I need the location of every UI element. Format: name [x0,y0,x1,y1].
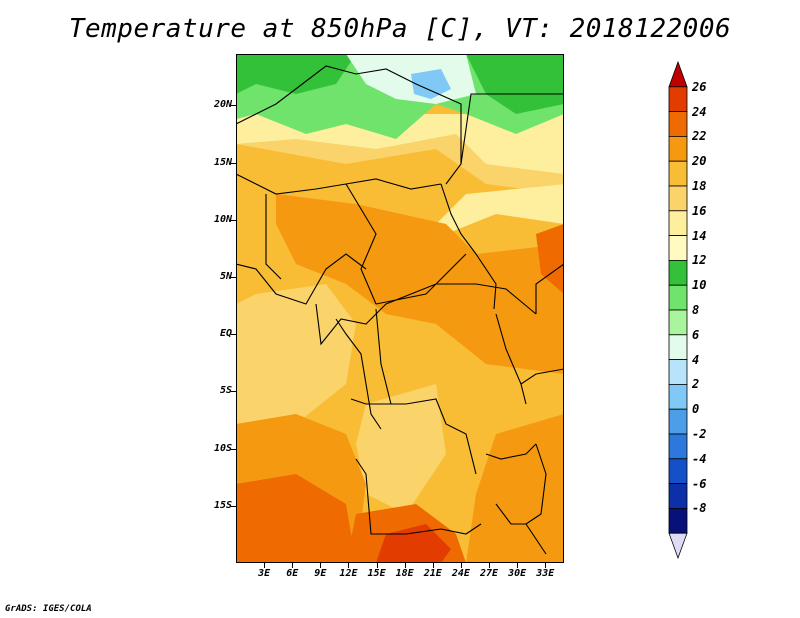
lat-tick [231,505,236,507]
lat-label: 15N [213,156,232,168]
lat-label: 10S [213,442,232,454]
lat-tick [231,219,236,221]
legend-level-label: 4 [692,352,700,367]
legend-swatch [668,135,688,162]
lon-tick [517,563,519,568]
country-borders [236,65,564,555]
legend-swatch [668,507,688,534]
lat-tick [231,448,236,450]
lon-label: 18E [395,568,414,579]
lon-label: 24E [451,568,470,579]
legend-level-label: 6 [692,327,700,342]
lon-label: 30E [508,568,527,579]
legend-swatch [668,483,688,509]
lat-tick [231,162,236,164]
map-title: Temperature at 850hPa [C], VT: 201812200… [68,14,732,44]
legend-level-label: 10 [692,278,707,293]
field-band-16-18-south [356,384,446,514]
legend-level-label: 20 [692,154,707,169]
lon-tick [264,563,266,568]
legend-swatch [668,111,688,137]
legend-level-label: -4 [692,451,707,466]
legend-level-label: 8 [692,303,700,317]
field-band-12-14-northeast [466,54,564,114]
legend-swatch [668,259,688,286]
legend-level-label: -6 [692,476,707,491]
lat-tick [231,277,236,279]
legend-swatch [668,160,688,187]
temperature-map [236,54,564,563]
lon-tick [489,563,491,568]
legend-level-label: -8 [692,501,707,516]
lon-tick [432,563,434,568]
field-band-12-14-northwest [236,54,356,94]
lat-tick [231,105,236,107]
lon-label: 27E [479,568,499,579]
map-frame [236,54,564,563]
lon-label: 15E [367,568,386,579]
legend-swatch [668,185,688,212]
legend-level-label: 18 [692,179,707,193]
lon-label: 33E [536,568,555,579]
legend-swatch [668,284,688,311]
legend-level-label: 26 [692,79,707,94]
legend-level-label: 16 [692,203,707,218]
field-band-22-24-southwest [236,474,356,563]
legend-swatch [668,86,688,113]
legend-level-label: 14 [692,228,707,243]
legend-level-label: 2 [692,377,700,392]
lat-label: 5N [219,271,232,283]
lat-label: 20N [213,99,232,111]
lat-tick [231,334,236,336]
lon-tick [545,563,547,568]
lon-tick [320,563,322,568]
lon-tick [404,563,406,568]
field-band-2-4 [411,69,451,99]
legend-level-label: 0 [692,402,700,417]
lat-tick [231,391,236,393]
legend-swatch [668,309,688,336]
lat-label: 5S [219,385,232,397]
field-band-14-16-east [436,184,564,234]
legend-swatch [668,408,688,435]
legend-swatch [668,359,688,385]
field-band-20-22-center [276,194,564,374]
lat-label: EQ [219,328,232,340]
legend-level-label: 22 [692,129,707,144]
lon-label: 21E [423,568,442,579]
lon-tick [376,563,378,568]
legend-swatch [668,334,688,360]
lon-label: 12E [339,568,358,579]
grads-credit: GrADS: IGES/COLA [5,604,92,614]
lon-label: 6E [286,568,299,579]
lon-tick [292,563,294,568]
lat-label: 15S [213,499,232,511]
legend-swatch [668,433,688,460]
field-band-20-22-southeast [466,414,564,563]
legend-level-label: 24 [692,104,707,119]
legend-swatch [668,60,688,88]
legend-swatch [668,235,688,261]
field-band-16-18-west [236,284,356,434]
legend-swatch [668,532,688,560]
legend-swatch [668,210,688,237]
lon-tick [460,563,462,568]
legend-swatch [668,458,688,484]
legend-swatch [668,383,688,410]
field-band-22-24-east [536,224,564,294]
lon-tick [348,563,350,568]
legend-level-label: -2 [692,427,707,441]
lon-label: 9E [314,568,327,579]
lat-label: 10N [213,213,232,225]
legend-level-label: 12 [692,253,707,268]
lon-label: 3E [258,568,271,579]
